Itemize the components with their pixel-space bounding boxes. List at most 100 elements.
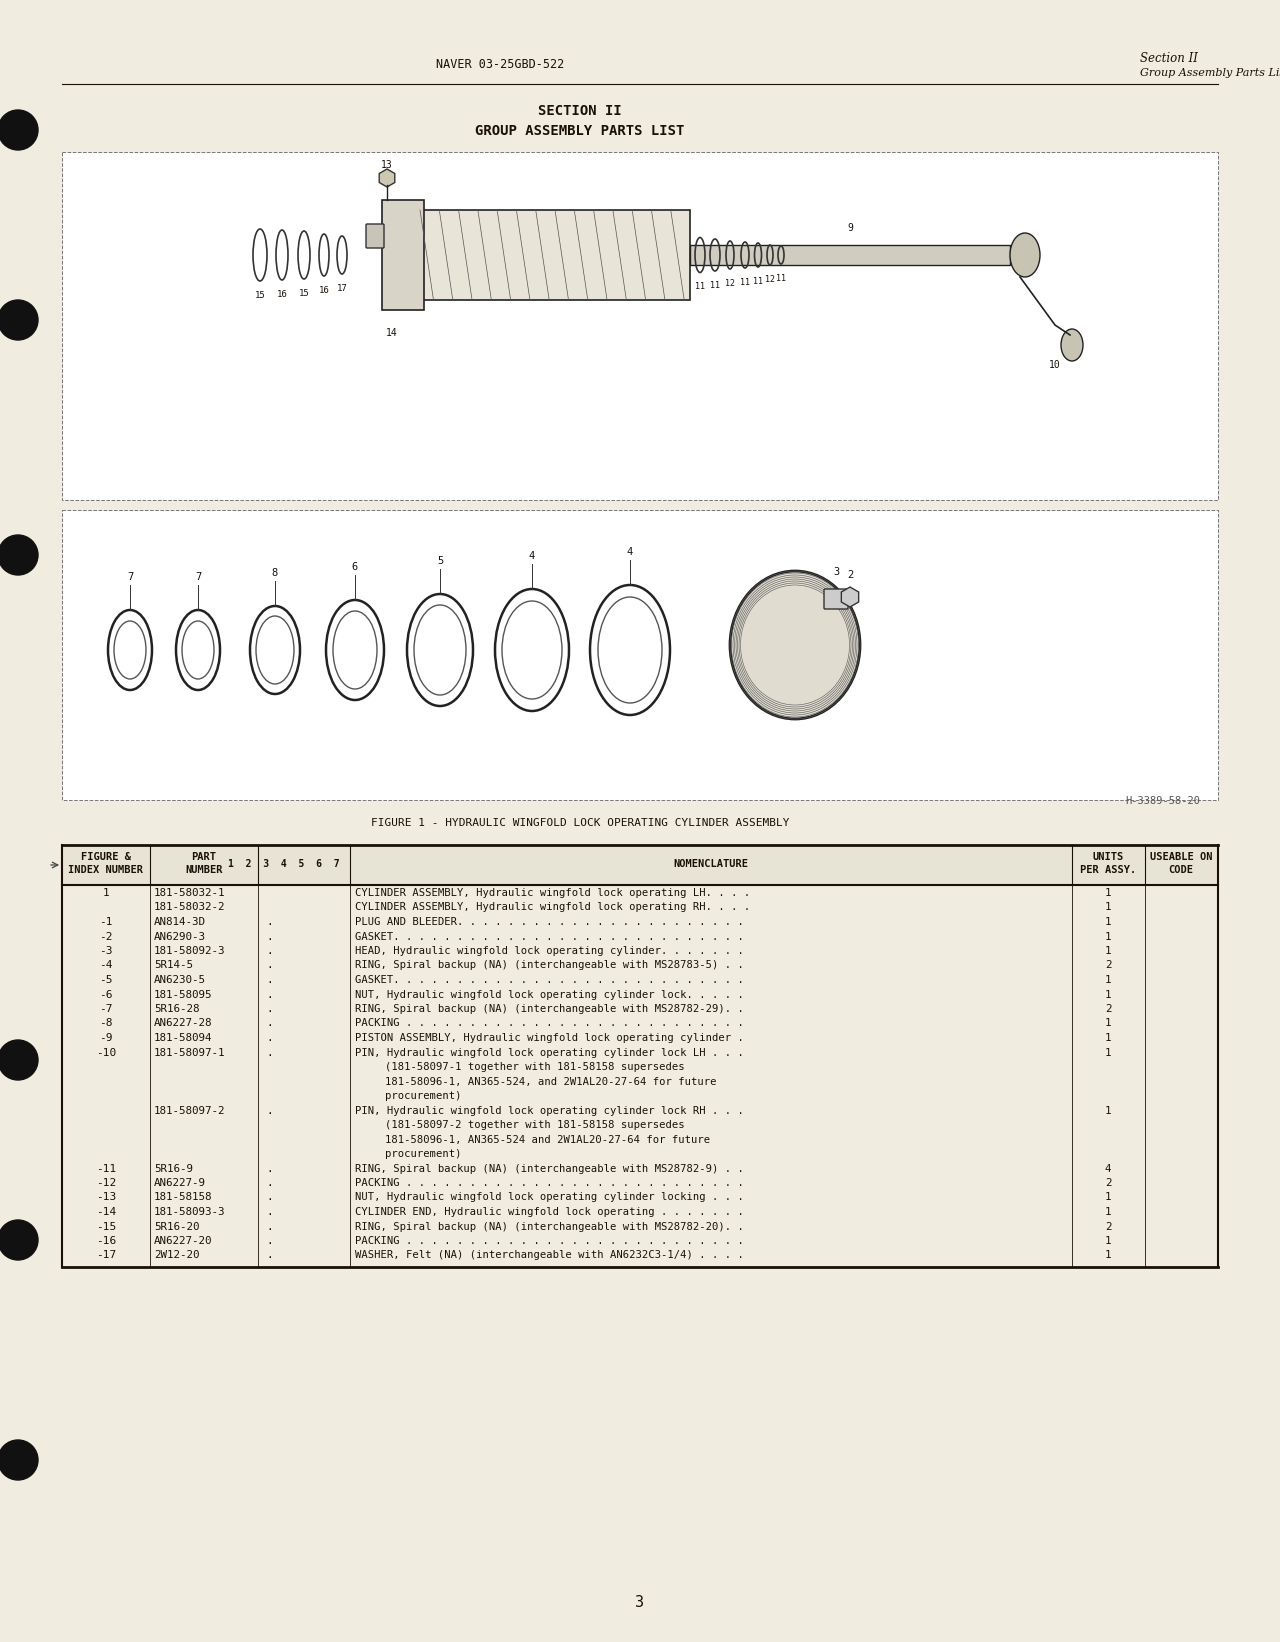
Text: HEAD, Hydraulic wingfold lock operating cylinder. . . . . . .: HEAD, Hydraulic wingfold lock operating … bbox=[355, 946, 744, 956]
Text: 10: 10 bbox=[1050, 360, 1061, 369]
Text: AN6227-20: AN6227-20 bbox=[154, 1236, 212, 1246]
Text: 2: 2 bbox=[1105, 961, 1111, 970]
Text: .: . bbox=[266, 1192, 273, 1202]
Text: NAVER 03-25GBD-522: NAVER 03-25GBD-522 bbox=[436, 57, 564, 71]
Text: 181-58097-1: 181-58097-1 bbox=[154, 1048, 225, 1057]
Text: SECTION II: SECTION II bbox=[538, 103, 622, 118]
Text: .: . bbox=[266, 1033, 273, 1043]
Text: GASKET. . . . . . . . . . . . . . . . . . . . . . . . . . . .: GASKET. . . . . . . . . . . . . . . . . … bbox=[355, 975, 744, 985]
Text: .: . bbox=[266, 1177, 273, 1189]
Text: 2: 2 bbox=[847, 570, 854, 580]
Text: GROUP ASSEMBLY PARTS LIST: GROUP ASSEMBLY PARTS LIST bbox=[475, 125, 685, 138]
FancyBboxPatch shape bbox=[381, 200, 424, 310]
Text: 4: 4 bbox=[529, 552, 535, 562]
Text: CODE: CODE bbox=[1169, 865, 1193, 875]
Text: 1: 1 bbox=[1105, 1251, 1111, 1261]
Text: AN6227-9: AN6227-9 bbox=[154, 1177, 206, 1189]
Text: 181-58032-2: 181-58032-2 bbox=[154, 903, 225, 913]
Text: 1: 1 bbox=[1105, 931, 1111, 941]
Text: 17: 17 bbox=[337, 284, 347, 292]
Text: WASHER, Felt (NA) (interchangeable with AN6232C3-1/4) . . . .: WASHER, Felt (NA) (interchangeable with … bbox=[355, 1251, 744, 1261]
Text: 4: 4 bbox=[1105, 1164, 1111, 1174]
Text: 2W12-20: 2W12-20 bbox=[154, 1251, 200, 1261]
Text: PACKING . . . . . . . . . . . . . . . . . . . . . . . . . . .: PACKING . . . . . . . . . . . . . . . . … bbox=[355, 1177, 744, 1189]
Text: .: . bbox=[266, 990, 273, 1000]
Text: .: . bbox=[266, 1003, 273, 1015]
Text: 2: 2 bbox=[1105, 1003, 1111, 1015]
Text: .: . bbox=[266, 1236, 273, 1246]
Text: 7: 7 bbox=[195, 571, 201, 581]
Text: 12: 12 bbox=[724, 279, 735, 287]
Text: 2: 2 bbox=[1105, 1222, 1111, 1232]
Text: .: . bbox=[266, 1222, 273, 1232]
Text: 13: 13 bbox=[381, 159, 393, 171]
Text: NUMBER: NUMBER bbox=[186, 865, 223, 875]
Text: (181-58097-2 together with 181-58158 supersedes: (181-58097-2 together with 181-58158 sup… bbox=[385, 1120, 685, 1130]
Ellipse shape bbox=[1061, 328, 1083, 361]
Text: INDEX NUMBER: INDEX NUMBER bbox=[69, 865, 143, 875]
Text: PACKING . . . . . . . . . . . . . . . . . . . . . . . . . . .: PACKING . . . . . . . . . . . . . . . . … bbox=[355, 1236, 744, 1246]
Text: 181-58095: 181-58095 bbox=[154, 990, 212, 1000]
Text: .: . bbox=[266, 931, 273, 941]
Text: PER ASSY.: PER ASSY. bbox=[1080, 865, 1137, 875]
Text: 1: 1 bbox=[1105, 888, 1111, 898]
Text: UNITS: UNITS bbox=[1092, 852, 1124, 862]
Text: 1: 1 bbox=[1105, 990, 1111, 1000]
Text: NUT, Hydraulic wingfold lock operating cylinder locking . . .: NUT, Hydraulic wingfold lock operating c… bbox=[355, 1192, 744, 1202]
Text: 5R16-28: 5R16-28 bbox=[154, 1003, 200, 1015]
Text: 1: 1 bbox=[1105, 1236, 1111, 1246]
Circle shape bbox=[0, 110, 38, 149]
Text: 14: 14 bbox=[387, 328, 398, 338]
Text: PART: PART bbox=[192, 852, 216, 862]
Text: .: . bbox=[266, 975, 273, 985]
Text: 4: 4 bbox=[627, 547, 634, 557]
Text: 1: 1 bbox=[1105, 1207, 1111, 1217]
Text: 11: 11 bbox=[695, 282, 705, 291]
Text: 1  2  3  4  5  6  7: 1 2 3 4 5 6 7 bbox=[228, 859, 339, 869]
Text: 16: 16 bbox=[276, 291, 288, 299]
Text: 1: 1 bbox=[1105, 975, 1111, 985]
Text: NOMENCLATURE: NOMENCLATURE bbox=[673, 859, 749, 869]
Text: 15: 15 bbox=[298, 289, 310, 297]
Bar bbox=[61, 153, 1219, 501]
Text: AN814-3D: AN814-3D bbox=[154, 916, 206, 928]
Text: 11: 11 bbox=[753, 277, 763, 286]
Text: 7: 7 bbox=[127, 571, 133, 581]
Text: -6: -6 bbox=[100, 990, 113, 1000]
Text: FIGURE 1 - HYDRAULIC WINGFOLD LOCK OPERATING CYLINDER ASSEMBLY: FIGURE 1 - HYDRAULIC WINGFOLD LOCK OPERA… bbox=[371, 818, 790, 828]
Text: GASKET. . . . . . . . . . . . . . . . . . . . . . . . . . . .: GASKET. . . . . . . . . . . . . . . . . … bbox=[355, 931, 744, 941]
FancyBboxPatch shape bbox=[366, 223, 384, 248]
Text: 12: 12 bbox=[765, 274, 774, 284]
Text: 1: 1 bbox=[1105, 1018, 1111, 1028]
Text: PIN, Hydraulic wingfold lock operating cylinder lock LH . . .: PIN, Hydraulic wingfold lock operating c… bbox=[355, 1048, 744, 1057]
Bar bbox=[61, 846, 1219, 885]
Text: .: . bbox=[266, 946, 273, 956]
Text: 11: 11 bbox=[740, 277, 750, 287]
Text: 5R14-5: 5R14-5 bbox=[154, 961, 193, 970]
Text: 181-58032-1: 181-58032-1 bbox=[154, 888, 225, 898]
Text: 15: 15 bbox=[255, 291, 265, 300]
Text: 11: 11 bbox=[710, 281, 719, 291]
Text: procurement): procurement) bbox=[385, 1090, 462, 1102]
Text: USEABLE ON: USEABLE ON bbox=[1149, 852, 1212, 862]
Text: -13: -13 bbox=[96, 1192, 116, 1202]
Text: 16: 16 bbox=[319, 286, 329, 296]
Text: CYLINDER ASSEMBLY, Hydraulic wingfold lock operating LH. . . .: CYLINDER ASSEMBLY, Hydraulic wingfold lo… bbox=[355, 888, 750, 898]
Text: CYLINDER END, Hydraulic wingfold lock operating . . . . . . .: CYLINDER END, Hydraulic wingfold lock op… bbox=[355, 1207, 744, 1217]
Text: .: . bbox=[266, 916, 273, 928]
Text: 5: 5 bbox=[436, 557, 443, 566]
Text: PLUG AND BLEEDER. . . . . . . . . . . . . . . . . . . . . . .: PLUG AND BLEEDER. . . . . . . . . . . . … bbox=[355, 916, 744, 928]
Text: .: . bbox=[266, 1251, 273, 1261]
Text: H-3389-58-20: H-3389-58-20 bbox=[1125, 796, 1201, 806]
Text: 2: 2 bbox=[1105, 1177, 1111, 1189]
Text: Group Assembly Parts List: Group Assembly Parts List bbox=[1140, 67, 1280, 79]
Text: .: . bbox=[266, 1105, 273, 1115]
Bar bbox=[420, 210, 690, 300]
Text: 1: 1 bbox=[1105, 916, 1111, 928]
Text: .: . bbox=[266, 1018, 273, 1028]
Text: -12: -12 bbox=[96, 1177, 116, 1189]
Text: 181-58096-1, AN365-524 and 2W1AL20-27-64 for future: 181-58096-1, AN365-524 and 2W1AL20-27-64… bbox=[385, 1135, 710, 1144]
Text: -7: -7 bbox=[100, 1003, 113, 1015]
Text: -2: -2 bbox=[100, 931, 113, 941]
Text: PISTON ASSEMBLY, Hydraulic wingfold lock operating cylinder .: PISTON ASSEMBLY, Hydraulic wingfold lock… bbox=[355, 1033, 744, 1043]
